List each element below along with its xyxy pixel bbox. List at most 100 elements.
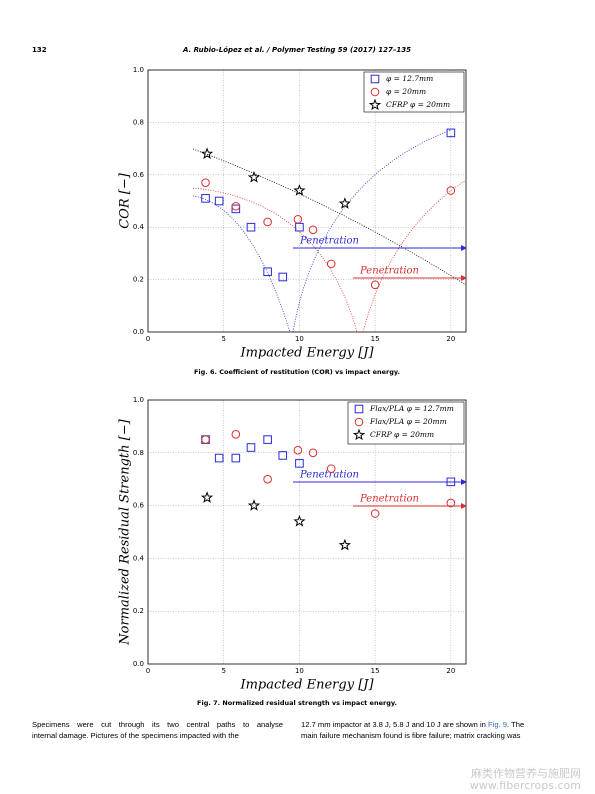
y-tick-label: 1.0 (133, 396, 144, 404)
marker-circle (293, 215, 303, 224)
annotation: Penetration (359, 494, 419, 505)
body-text: 12.7 mm impactor at 3.8 J, 5.8 J and 10 … (301, 720, 524, 730)
marker-star (338, 197, 351, 209)
x-tick-label: 10 (295, 667, 304, 675)
x-axis-label: Impacted Energy [J] (239, 678, 374, 693)
marker-star (293, 184, 306, 196)
fit-curve (192, 187, 358, 333)
figure-link[interactable]: Fig. 9 (488, 720, 508, 729)
x-tick-label: 5 (221, 667, 225, 675)
marker-square (446, 477, 456, 487)
marker-circle (370, 280, 380, 290)
marker-circle (370, 87, 380, 97)
fit-curve (192, 195, 291, 333)
watermark: 麻类作物营养与施肥网 (471, 767, 581, 780)
body-text: internal damage. Pictures of the specime… (32, 731, 239, 740)
body-text: 12.7 mm impactor at 3.8 J, 5.8 J and 10 … (301, 720, 486, 729)
x-tick-label: 15 (371, 335, 380, 343)
y-tick-label: 0.2 (133, 276, 144, 284)
marker-square (201, 194, 210, 203)
caption: Fig. 7. Normalized residual strength vs … (197, 699, 397, 707)
marker-square (370, 74, 380, 84)
x-tick-label: 20 (446, 667, 455, 675)
marker-square (214, 196, 224, 206)
y-axis-label: COR [−] (118, 172, 133, 228)
y-tick-label: 0.0 (133, 328, 144, 336)
marker-circle (263, 474, 272, 484)
legend-box (363, 71, 465, 113)
marker-square (246, 443, 256, 452)
legend-label: CFRP φ = 20mm (370, 430, 434, 439)
marker-circle (370, 509, 380, 518)
running-head: A. Rubio-López et al. / Polymer Testing … (182, 46, 411, 54)
y-tick-label: 0.4 (133, 554, 145, 562)
plot-frame (147, 399, 467, 665)
body-text: Specimens were cut through its two centr… (32, 720, 283, 729)
marker-star (293, 514, 306, 527)
marker-circle (201, 178, 210, 187)
marker-star (247, 499, 261, 511)
marker-square (278, 451, 288, 460)
marker-square (231, 453, 241, 463)
marker-circle (326, 259, 336, 269)
marker-square (214, 453, 224, 463)
marker-circle (293, 445, 303, 455)
marker-star (352, 428, 366, 441)
caption: Fig. 6. Coefficient of restitution (COR)… (194, 368, 400, 376)
legend-label: CFRP φ = 20mm (386, 100, 450, 109)
marker-circle (308, 225, 318, 235)
legend-label: φ = 12.7mm (386, 74, 433, 83)
marker-star (368, 98, 382, 111)
legend-label: Flax/PLA φ = 20mm (369, 417, 447, 426)
y-tick-label: 0.0 (133, 660, 144, 668)
marker-square (263, 267, 272, 277)
y-tick-label: 0.2 (133, 607, 144, 615)
plot-frame (147, 69, 467, 333)
marker-star (200, 147, 214, 160)
annotation: Penetration (299, 236, 359, 247)
fit-curve (192, 148, 467, 286)
y-tick-label: 0.6 (133, 502, 145, 510)
annotation: Penetration (359, 266, 419, 277)
marker-circle (201, 435, 210, 444)
marker-square (263, 435, 272, 444)
x-tick-label: 0 (146, 335, 150, 343)
fit-curve (292, 129, 452, 333)
x-tick-label: 15 (371, 667, 380, 675)
y-tick-label: 0.4 (133, 223, 145, 231)
marker-circle (446, 186, 456, 195)
marker-square (231, 204, 241, 214)
legend-label: φ = 20mm (386, 87, 426, 96)
marker-circle (231, 201, 241, 211)
marker-square (246, 222, 256, 232)
marker-star (338, 538, 351, 551)
x-tick-label: 20 (446, 335, 455, 343)
fit-curve (362, 179, 467, 333)
marker-circle (308, 448, 318, 458)
marker-star (247, 170, 261, 183)
marker-circle (326, 464, 336, 473)
y-tick-label: 1.0 (133, 66, 144, 74)
marker-square (278, 272, 288, 282)
x-tick-label: 10 (295, 335, 304, 343)
legend-box (347, 401, 465, 445)
y-axis-label: Normalized Residual Strength [−] (118, 418, 133, 645)
annotation: Penetration (299, 470, 359, 481)
y-tick-label: 0.8 (133, 118, 144, 126)
marker-circle (231, 430, 241, 439)
watermark: www.fibercrops.com (469, 779, 581, 792)
marker-circle (354, 417, 364, 427)
legend-label: Flax/PLA φ = 12.7mm (369, 404, 454, 413)
x-tick-label: 5 (221, 335, 225, 343)
x-axis-label: Impacted Energy [J] (239, 346, 374, 361)
page-number: 132 (32, 46, 47, 54)
marker-star (200, 491, 214, 503)
marker-square (354, 404, 364, 414)
marker-circle (446, 498, 456, 508)
body-text: main failure mechanism found is fibre fa… (301, 731, 521, 740)
marker-square (295, 222, 304, 232)
body-text: . The (507, 720, 525, 729)
x-tick-label: 0 (146, 667, 150, 675)
